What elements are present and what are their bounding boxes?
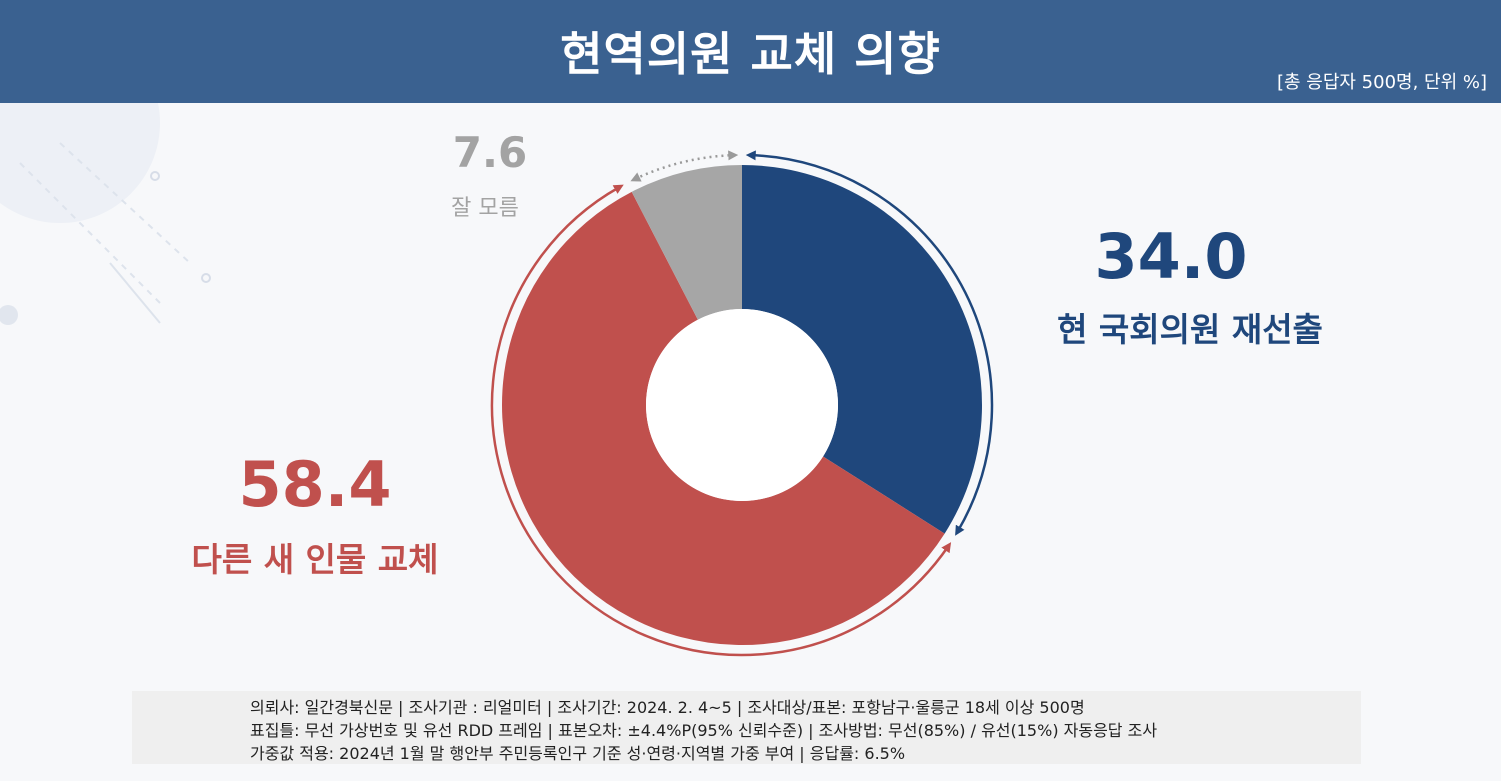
value-label-unknown: 7.6	[452, 128, 528, 177]
unit-note: [총 응답자 500명, 단위 %]	[1276, 72, 1487, 93]
range-arrow-replace	[490, 184, 952, 657]
donut-hole	[646, 309, 838, 501]
survey-info-line-1: 의뢰사: 일간경북신문 | 조사기관 : 리얼미터 | 조사기간: 2024. …	[250, 698, 1085, 717]
background-decoration	[0, 103, 211, 325]
value-label-incumbent: 34.0	[1094, 220, 1248, 293]
page-title: 현역의원 교체 의향	[560, 27, 941, 81]
survey-info-box: 의뢰사: 일간경북신문 | 조사기관 : 리얼미터 | 조사기간: 2024. …	[132, 691, 1361, 764]
header-bar: 현역의원 교체 의향 [총 응답자 500명, 단위 %]	[0, 0, 1501, 103]
category-label-unknown: 잘 모름	[451, 196, 519, 221]
category-label-incumbent: 현 국회의원 재선출	[1057, 310, 1323, 349]
category-label-replace: 다른 새 인물 교체	[191, 540, 439, 579]
range-arrow-incumbent	[745, 150, 994, 536]
survey-info-line-3: 가중값 적용: 2024년 1월 말 행안부 주민등록인구 기준 성·연령·지역…	[250, 744, 906, 763]
value-label-replace: 58.4	[238, 448, 392, 521]
survey-info-line-2: 표집틀: 무선 가상번호 및 유선 RDD 프레임 | 표본오차: ±4.4%P…	[250, 721, 1158, 740]
